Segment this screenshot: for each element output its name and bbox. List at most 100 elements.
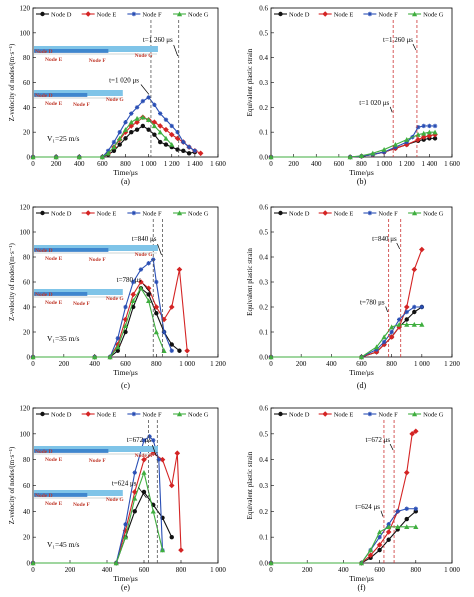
annotation-time-late: t=1 260 μs <box>383 36 413 44</box>
data-point <box>426 133 433 139</box>
legend-label: Node G <box>423 412 444 419</box>
y-tick-label: 0.3 <box>259 482 268 490</box>
legend-label: Node G <box>188 12 209 19</box>
data-point <box>415 125 421 130</box>
y-tick-label: 0.6 <box>259 5 268 13</box>
panel-caption: (b) <box>357 177 367 186</box>
y-tick-label: 0.0 <box>259 354 268 362</box>
legend-marker <box>411 411 418 417</box>
y-tick-label: 40 <box>23 508 31 516</box>
y-tick-label: 20 <box>23 329 31 337</box>
annotation-velocity: V₁=45 m/s <box>47 540 80 549</box>
y-tick-label: 0.1 <box>259 329 268 337</box>
series-line-node-g <box>271 526 416 564</box>
data-point <box>168 131 175 138</box>
y-axis-label: Equivalent plastic strain <box>246 48 254 116</box>
data-point <box>129 129 134 135</box>
data-point <box>419 246 425 253</box>
annotation-arrow <box>142 283 152 295</box>
data-point <box>123 329 128 335</box>
data-point <box>146 298 152 303</box>
y-tick-label: 0.1 <box>259 129 268 137</box>
legend-marker <box>322 210 328 216</box>
y-tick-label: 0.1 <box>259 534 268 542</box>
legend-marker <box>131 11 137 17</box>
legend-label: Node F <box>378 412 398 419</box>
inset-mesh-image <box>34 93 88 97</box>
data-point <box>377 529 383 535</box>
data-point <box>151 119 158 126</box>
data-point <box>186 151 192 156</box>
legend-label: Node E <box>334 12 354 19</box>
annotation-arrow <box>389 443 394 451</box>
legend-label: Node F <box>142 211 162 218</box>
data-point <box>163 135 169 141</box>
legend-marker <box>411 210 418 216</box>
data-point <box>156 457 161 462</box>
legend-label: Node D <box>289 412 310 419</box>
y-tick-label: 0.3 <box>259 279 268 287</box>
data-point <box>163 126 169 133</box>
data-point <box>377 547 382 553</box>
inset-label: Node D <box>35 49 53 55</box>
series-line-node-f <box>271 125 436 158</box>
legend-marker <box>278 11 283 17</box>
data-point <box>161 329 167 335</box>
legend-label: Node D <box>289 211 310 218</box>
inset-label: Node E <box>45 501 63 507</box>
data-point <box>157 139 163 145</box>
data-point <box>169 342 174 347</box>
inset-label: Node D <box>35 292 53 298</box>
data-point <box>376 542 383 548</box>
legend-label: Node G <box>423 12 444 19</box>
y-tick-label: 0 <box>27 354 31 362</box>
x-axis-label: Time/μs <box>113 368 138 377</box>
y-axis-label: Z-velocity of nodes/(m·s⁻¹) <box>8 242 16 320</box>
x-tick-label: 200 <box>296 360 307 368</box>
data-point <box>132 470 137 475</box>
data-point <box>411 266 418 273</box>
y-tick-label: 40 <box>23 304 31 312</box>
data-point <box>53 154 59 160</box>
x-axis-label: Time/μs <box>349 574 374 583</box>
data-point <box>197 150 204 157</box>
data-point <box>186 144 192 150</box>
data-point <box>134 105 140 110</box>
legend-marker <box>131 411 137 417</box>
data-point <box>138 267 144 272</box>
data-point <box>140 123 146 129</box>
data-point <box>161 316 167 323</box>
data-point <box>146 292 151 297</box>
y-tick-label: 100 <box>20 29 31 37</box>
data-point <box>157 123 163 129</box>
x-tick-label: 400 <box>338 566 349 574</box>
annotation-time-late: t=672 μs <box>365 436 390 444</box>
x-tick-label: 200 <box>51 160 62 168</box>
annotation-arrow <box>385 306 388 313</box>
x-tick-label: 1 400 <box>422 160 438 168</box>
data-point <box>151 123 158 129</box>
x-tick-label: 600 <box>356 360 367 368</box>
y-tick-label: 120 <box>20 5 31 13</box>
data-point <box>404 317 409 322</box>
data-point <box>107 354 113 360</box>
annotation-time-early: t=1 020 μs <box>109 77 139 85</box>
data-point <box>268 354 274 360</box>
data-point <box>381 146 387 152</box>
y-tick-label: 0.4 <box>259 254 268 262</box>
legend-label: Node G <box>188 412 209 419</box>
data-point <box>404 321 410 327</box>
inset-label: Node G <box>106 97 125 103</box>
data-point <box>115 344 121 350</box>
legend-label: Node D <box>51 12 72 19</box>
data-point <box>381 334 387 340</box>
x-tick-label: 400 <box>102 566 113 574</box>
x-tick-label: 400 <box>326 360 337 368</box>
data-point <box>122 534 129 540</box>
data-point <box>420 134 427 140</box>
data-point <box>389 324 395 330</box>
data-point <box>117 129 122 135</box>
legend-marker <box>367 411 373 417</box>
data-point <box>177 348 182 353</box>
data-point <box>178 547 184 553</box>
